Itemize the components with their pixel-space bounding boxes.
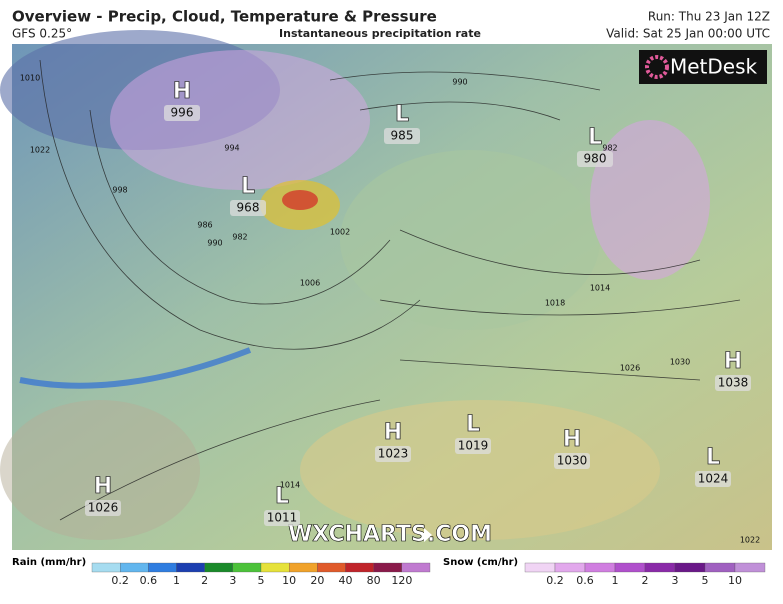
rain-legend-swatch <box>148 562 177 573</box>
rain-legend-swatch <box>373 562 402 573</box>
pressure-center-type: L <box>706 445 720 470</box>
snow-legend-swatch <box>554 562 586 573</box>
isobar-label: 1022 <box>740 536 760 545</box>
pressure-label-bg <box>715 375 751 391</box>
isobar-label: 994 <box>224 144 239 153</box>
rain-legend-swatch <box>260 562 290 573</box>
rain-legend-tick-label: 1 <box>173 574 180 587</box>
pressure-center-type: L <box>395 102 409 127</box>
pressure-label-bg <box>577 151 613 167</box>
valid: Valid: Sat 25 Jan 00:00 UTC <box>606 27 770 41</box>
isobar-label: 990 <box>207 239 222 248</box>
pressure-center-type: L <box>275 484 289 509</box>
snow-legend-tick-label: 0.2 <box>546 574 564 587</box>
isobar-label: 982 <box>602 144 617 153</box>
snow-legend-tick-label: 5 <box>702 574 709 587</box>
pressure-center-type: L <box>466 412 480 437</box>
rain-legend-tick-label: 40 <box>339 574 353 587</box>
rain-legend-tick-label: 0.2 <box>111 574 129 587</box>
pressure-center-type: H <box>384 420 402 445</box>
isobar-label: 1018 <box>545 299 565 308</box>
rain-legend-swatch <box>345 562 374 573</box>
isobar-label: 982 <box>232 233 247 242</box>
pressure-label-bg <box>384 128 420 144</box>
snow-legend-tick-label: 3 <box>672 574 679 587</box>
rain-legend-swatch <box>232 562 262 573</box>
snow-legend-swatch <box>734 562 766 573</box>
snow-legend-title: Snow (cm/hr) <box>443 557 518 568</box>
snow-legend-tick-label: 1 <box>612 574 619 587</box>
rain-legend-tick-label: 0.6 <box>140 574 158 587</box>
run: Run: Thu 23 Jan 12Z <box>648 10 770 24</box>
pressure-label-bg <box>264 510 300 526</box>
pressure-label-bg <box>164 105 200 121</box>
snow-legend-swatch <box>584 562 616 573</box>
rain-legend-tick-label: 10 <box>282 574 296 587</box>
model: GFS 0.25° <box>12 27 72 41</box>
pressure-center-value: 1038 <box>718 376 749 390</box>
pressure-center-value: 1011 <box>267 511 298 525</box>
snow-legend-swatch <box>644 562 676 573</box>
isobar-label: 1002 <box>330 228 350 237</box>
rain-legend-swatch <box>317 562 346 573</box>
pressure-label-bg <box>375 446 411 462</box>
pressure-center-value: 1023 <box>378 447 409 461</box>
rain-legend-swatch <box>120 562 149 573</box>
pressure-label-bg <box>455 438 491 454</box>
snow-legend-swatch <box>524 562 556 573</box>
snow-legend-tick-label: 10 <box>728 574 742 587</box>
pressure-center-type: H <box>724 349 742 374</box>
rain-legend-tick-label: 5 <box>258 574 265 587</box>
rain-legend-tick-label: 120 <box>391 574 412 587</box>
pressure-center-value: 1030 <box>557 454 588 468</box>
rain-legend-title: Rain (mm/hr) <box>12 557 86 568</box>
snow-legend-tick-label: 2 <box>642 574 649 587</box>
snow-legend-swatch <box>674 562 706 573</box>
rain-legend-tick-label: 3 <box>229 574 236 587</box>
pressure-center-value: 980 <box>584 152 607 166</box>
isobar-label: 986 <box>197 221 212 230</box>
rain-legend-tick-label: 2 <box>201 574 208 587</box>
isobar-label: 1014 <box>590 284 610 293</box>
rain-legend-tick-label: 20 <box>310 574 324 587</box>
isobar-label: 1010 <box>20 74 40 83</box>
snow-legend-tick-label: 0.6 <box>576 574 594 587</box>
rain-legend-swatch <box>204 562 233 573</box>
pressure-center-value: 985 <box>391 129 414 143</box>
pressure-center-type: L <box>588 125 602 150</box>
rain-legend-swatch <box>91 562 121 573</box>
isobar-label: 998 <box>112 186 127 195</box>
pressure-label-bg <box>230 200 266 216</box>
rain-legend-swatch <box>289 562 318 573</box>
pressure-center-type: L <box>241 174 255 199</box>
isobar-label: 990 <box>452 78 467 87</box>
isobar-label: 1026 <box>620 364 640 373</box>
pressure-center-value: 1026 <box>88 501 119 515</box>
isobar-label: 1030 <box>670 358 690 367</box>
pressure-center-type: H <box>173 79 191 104</box>
rain-legend-swatch <box>401 562 431 573</box>
pressure-center-value: 996 <box>171 106 194 120</box>
pressure-center-value: 1024 <box>698 472 729 486</box>
isobar-label: 1022 <box>30 146 50 155</box>
pressure-center-type: H <box>563 427 581 452</box>
subtitle: Instantaneous precipitation rate <box>279 27 481 40</box>
rain-legend-swatch <box>176 562 205 573</box>
logo: MetDesk <box>670 55 758 79</box>
title: Overview - Precip, Cloud, Temperature & … <box>12 8 437 26</box>
pressure-center-value: 968 <box>237 201 260 215</box>
pressure-center-value: 1019 <box>458 439 489 453</box>
snow-legend-swatch <box>704 562 736 573</box>
isobar-label: 1006 <box>300 279 320 288</box>
pressure-label-bg <box>695 471 731 487</box>
pressure-center-type: H <box>94 474 112 499</box>
pressure-label-bg <box>554 453 590 469</box>
isobar-label: 1014 <box>280 481 300 490</box>
watermark: WXCHARTS.COM <box>288 522 492 547</box>
rain-legend-tick-label: 80 <box>367 574 381 587</box>
snow-legend-swatch <box>614 562 646 573</box>
pressure-label-bg <box>85 500 121 516</box>
